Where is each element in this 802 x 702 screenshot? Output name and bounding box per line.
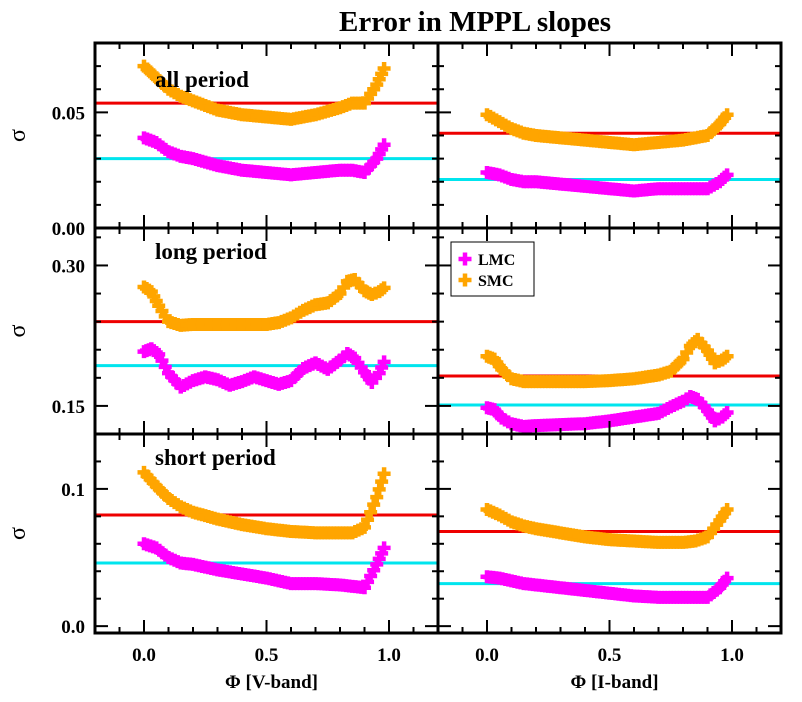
panel-plot-area xyxy=(438,332,781,434)
legend-marker-lmc xyxy=(458,252,472,266)
lmc-series xyxy=(137,342,391,394)
smc-series xyxy=(137,465,391,540)
panel-annotation: all period xyxy=(155,67,249,92)
smc-point xyxy=(720,349,734,363)
lmc-series xyxy=(480,166,734,198)
panel-all-period-v-band: 0.00 0.05 σ all period xyxy=(5,41,440,240)
figure-title: Error in MPPL slopes xyxy=(339,6,611,38)
smc-point xyxy=(361,513,375,527)
panel-short-period-i-band: 0.0 0.5 1.0 Φ [I-band] xyxy=(436,432,783,693)
y-tick-label: 0.1 xyxy=(61,480,85,501)
panel-plot-area xyxy=(438,502,781,604)
panel-annotation: short period xyxy=(155,445,276,470)
lmc-series xyxy=(480,570,734,604)
y-tick-label: 0.30 xyxy=(52,256,85,277)
smc-series xyxy=(137,273,391,332)
panel-plot-area xyxy=(95,273,438,394)
x-tick-label: 0.0 xyxy=(132,645,156,666)
smc-series xyxy=(480,332,734,389)
panel-plot-area xyxy=(438,108,781,198)
smc-series xyxy=(137,59,391,126)
smc-point xyxy=(364,505,378,519)
y-tick-label: 0.05 xyxy=(52,103,85,124)
lmc-point xyxy=(720,571,734,585)
panel-plot-area xyxy=(95,465,438,595)
y-tick-label: 0.00 xyxy=(52,219,85,240)
lmc-series xyxy=(137,131,391,182)
smc-point xyxy=(367,498,381,512)
lmc-point xyxy=(377,138,391,152)
panel-all-period-i-band xyxy=(436,41,783,230)
x-tick-label: 0.5 xyxy=(255,645,279,666)
smc-point xyxy=(372,482,386,496)
legend-marker-smc xyxy=(458,273,472,287)
panel-annotation: long period xyxy=(155,239,267,264)
x-tick-label: 1.0 xyxy=(377,645,401,666)
smc-point xyxy=(377,61,391,75)
lmc-series xyxy=(480,390,734,434)
lmc-series xyxy=(137,537,391,595)
smc-point xyxy=(720,502,734,516)
y-axis-label: σ xyxy=(5,324,31,337)
lmc-point xyxy=(377,355,391,369)
smc-point xyxy=(720,108,734,122)
y-tick-label: 0.0 xyxy=(61,617,85,638)
smc-point xyxy=(370,490,384,504)
smc-point xyxy=(375,475,389,489)
smc-point xyxy=(358,520,371,534)
x-tick-label: 0.5 xyxy=(598,645,622,666)
legend-label-lmc: LMC xyxy=(478,252,515,269)
smc-point xyxy=(377,281,391,295)
y-axis-label: σ xyxy=(5,527,31,540)
y-axis-label: σ xyxy=(5,129,31,142)
panel-long-period-v-band: 0.15 0.30 σ long period xyxy=(5,226,440,436)
panel-frame xyxy=(436,41,783,230)
x-axis-label: Φ [I-band] xyxy=(570,672,658,693)
panel-long-period-i-band: LMC SMC xyxy=(436,226,783,436)
y-tick-label: 0.15 xyxy=(52,397,85,418)
panel-short-period-v-band: 0.0 0.1 σ short period 0.0 0.5 1.0 Φ [V-band] xyxy=(5,432,440,693)
x-tick-label: 0.0 xyxy=(475,645,499,666)
smc-point xyxy=(377,467,391,481)
legend-label-smc: SMC xyxy=(478,273,514,290)
smc-series xyxy=(480,108,734,152)
smc-series xyxy=(480,502,734,549)
x-tick-label: 1.0 xyxy=(720,645,744,666)
lmc-point xyxy=(377,541,391,555)
lmc-point xyxy=(720,168,734,182)
x-axis-label: Φ [V-band] xyxy=(225,672,318,693)
legend: LMC SMC xyxy=(450,241,535,297)
panel-plot-area xyxy=(95,59,438,182)
panel-grid: 0.00 0.05 σ all period 0.15 0.30 σ long period L… xyxy=(5,41,783,693)
lmc-point xyxy=(720,405,734,419)
legend-box xyxy=(450,241,535,297)
